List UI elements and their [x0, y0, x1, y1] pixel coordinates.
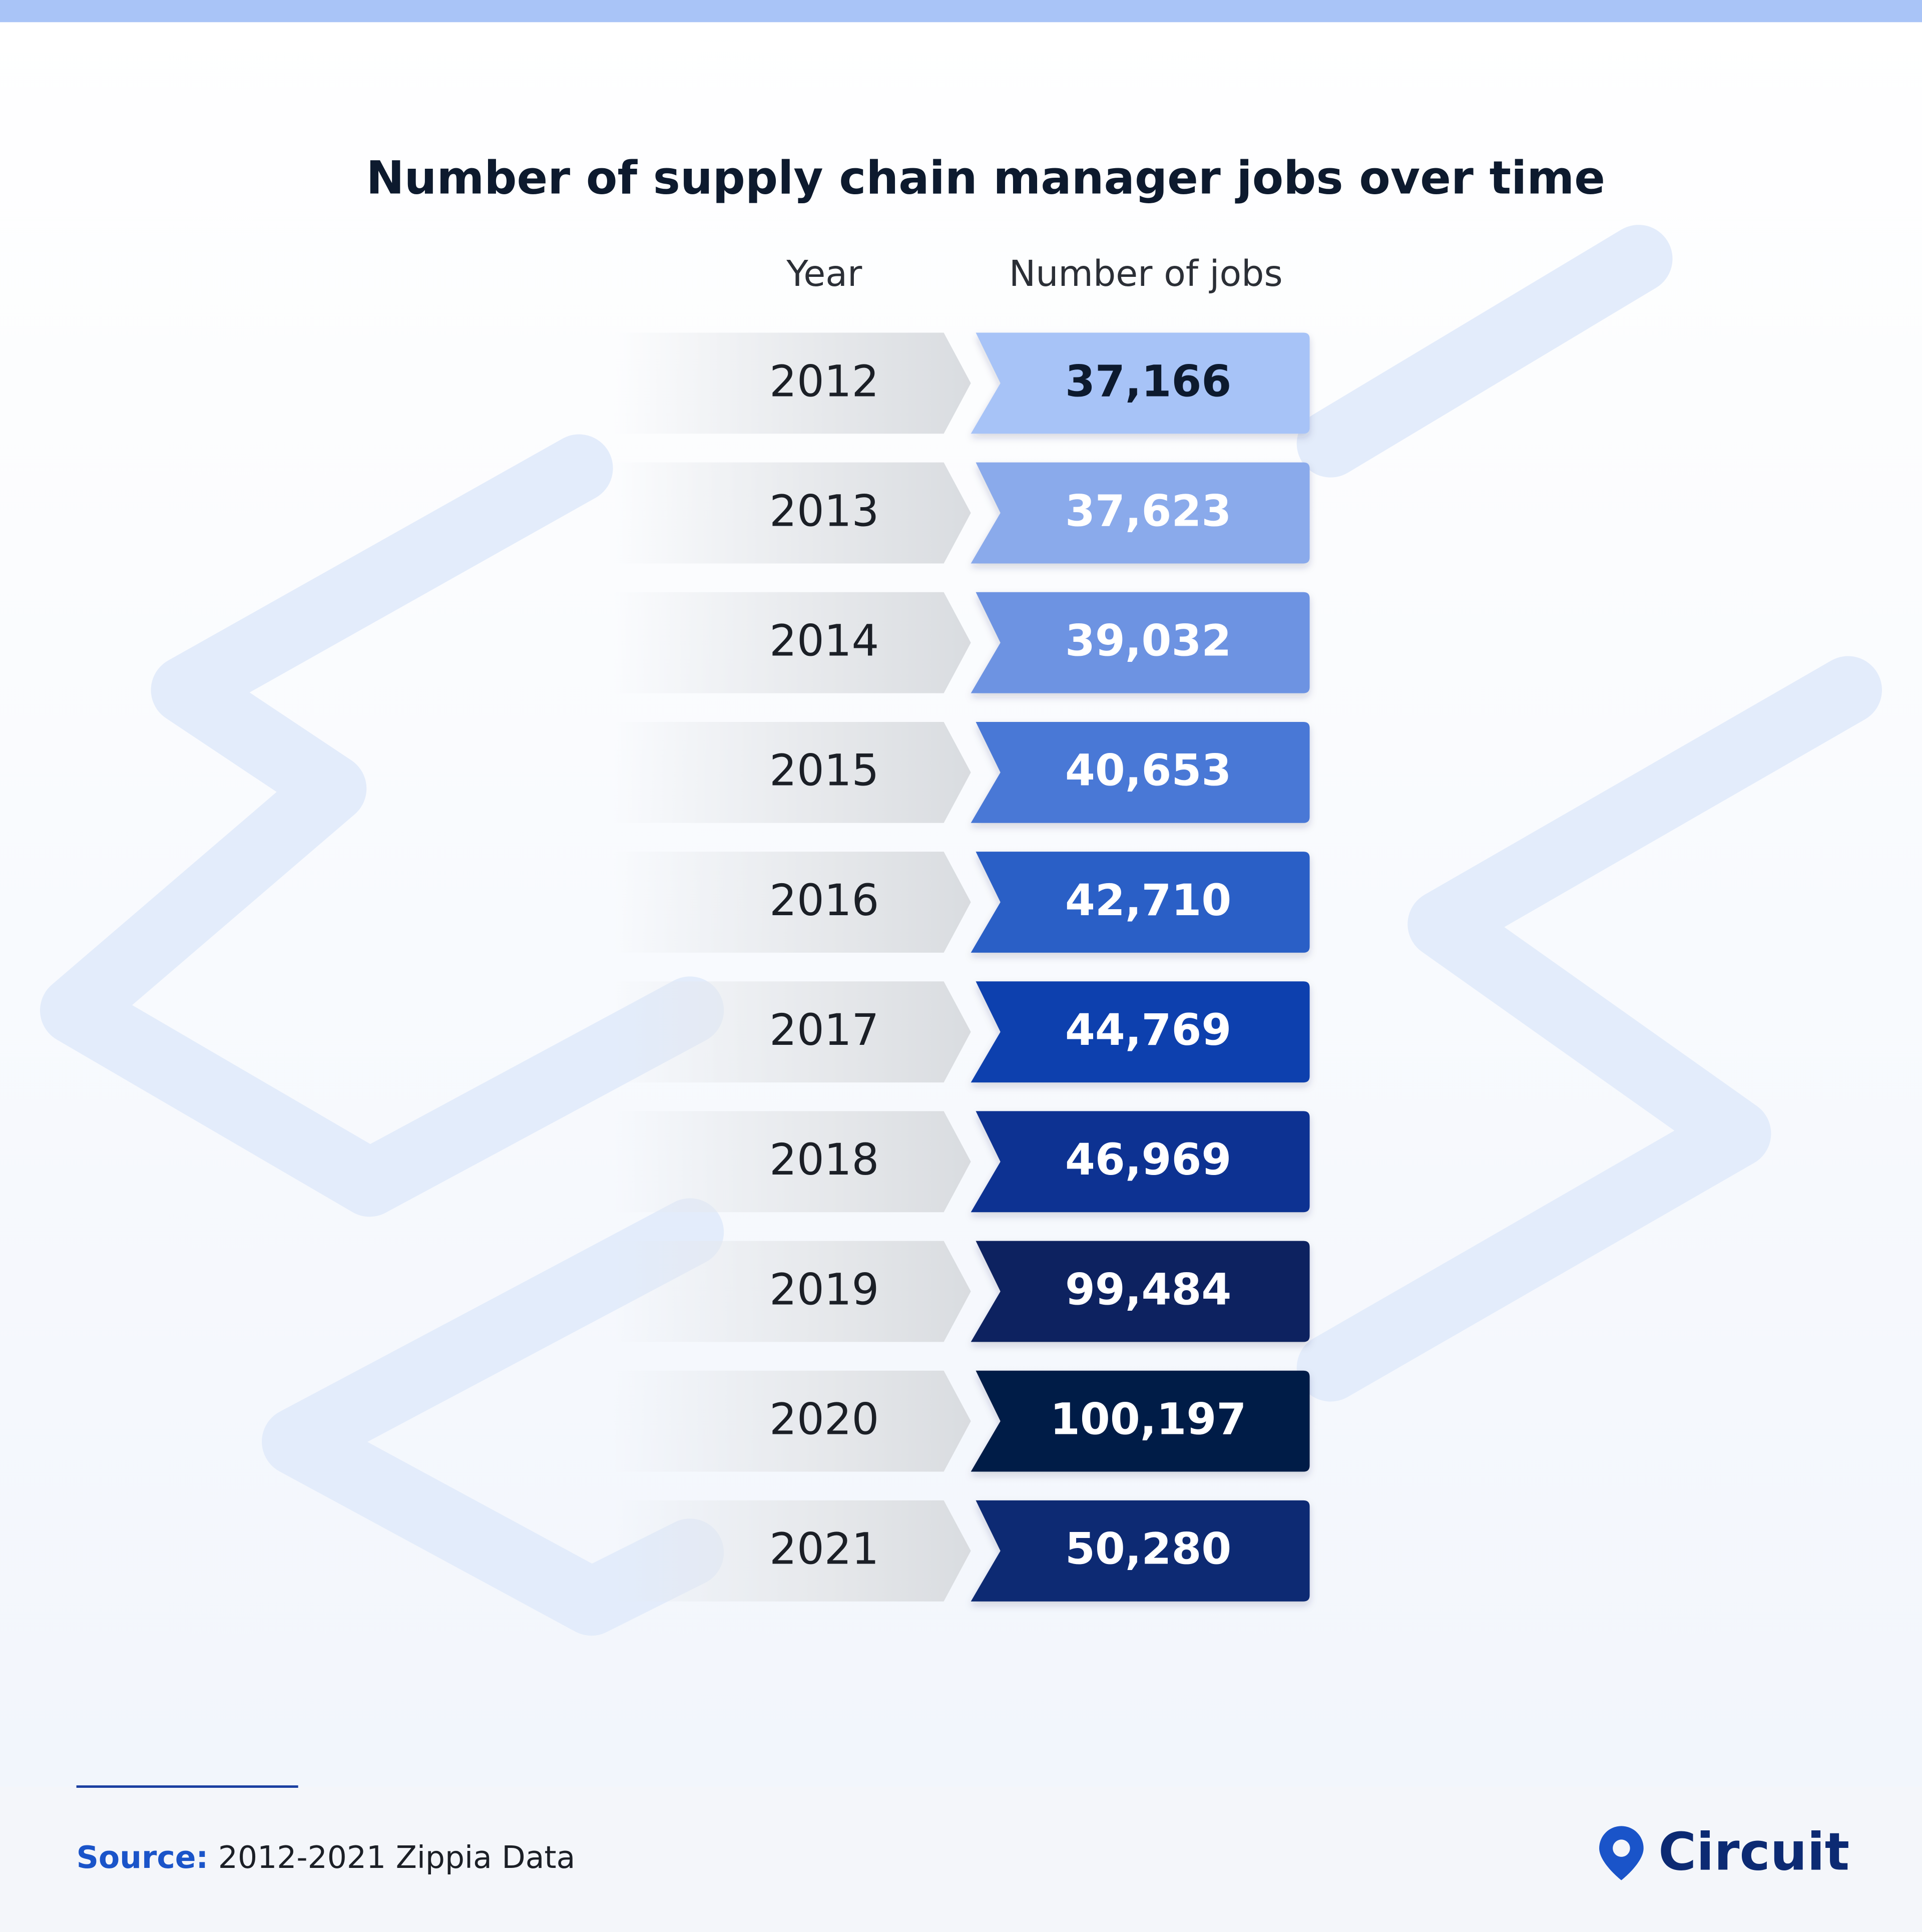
year: 2015 — [769, 746, 879, 796]
title: Number of supply chain manager jobs over… — [366, 152, 1605, 205]
job-count: 37,623 — [1065, 486, 1231, 536]
job-count: 100,197 — [1050, 1395, 1246, 1445]
table-body: 2012 37,166 2013 37,623 2014 39,032 2015 40,653… — [613, 332, 1310, 1602]
job-count: 37,166 — [1065, 356, 1231, 407]
job-count: 46,969 — [1065, 1135, 1231, 1185]
value-cell — [971, 852, 1310, 953]
year-cell — [613, 1370, 971, 1472]
value-cell — [971, 592, 1310, 693]
brand-logo-icon — [1599, 1826, 1644, 1880]
year-cell — [613, 721, 971, 823]
job-count: 39,032 — [1065, 616, 1231, 666]
year: 2014 — [769, 616, 879, 666]
year-cell — [613, 462, 971, 564]
year: 2013 — [769, 486, 879, 536]
year: 2016 — [769, 876, 879, 926]
year-cell — [613, 332, 971, 434]
job-count: 40,653 — [1065, 746, 1231, 796]
year: 2018 — [769, 1135, 879, 1185]
source-text: 2012-2021 Zippia Data — [218, 1839, 575, 1875]
job-count: 44,769 — [1065, 1005, 1231, 1055]
value-cell — [971, 1241, 1310, 1342]
brand: Circuit — [1658, 1822, 1849, 1882]
year-cell — [613, 592, 971, 693]
year-cell — [613, 981, 971, 1083]
value-cell — [971, 981, 1310, 1083]
value-cell — [971, 1370, 1310, 1472]
footer-background — [0, 1786, 1922, 1932]
value-cell — [971, 462, 1310, 564]
source: Source: 2012-2021 Zippia Data — [77, 1839, 576, 1875]
value-cell — [971, 332, 1310, 434]
job-count: 50,280 — [1065, 1524, 1231, 1575]
job-count: 42,710 — [1065, 876, 1231, 926]
road-decoration — [40, 225, 1882, 1636]
value-cell — [971, 721, 1310, 823]
year: 2019 — [769, 1265, 879, 1315]
year: 2021 — [769, 1524, 879, 1575]
source-label: Source: — [77, 1839, 209, 1875]
year: 2017 — [769, 1005, 879, 1055]
column-header: Number of jobs — [1009, 253, 1283, 294]
job-count: 99,484 — [1065, 1265, 1231, 1315]
year: 2020 — [769, 1395, 879, 1445]
year-cell — [613, 1241, 971, 1342]
value-cell — [971, 1500, 1310, 1602]
year: 2012 — [769, 356, 879, 407]
top-bar — [0, 0, 1922, 23]
year-cell — [613, 1111, 971, 1213]
value-cell — [971, 1111, 1310, 1213]
year-cell — [613, 1500, 971, 1602]
column-header: Year — [786, 253, 862, 294]
year-cell — [613, 852, 971, 953]
